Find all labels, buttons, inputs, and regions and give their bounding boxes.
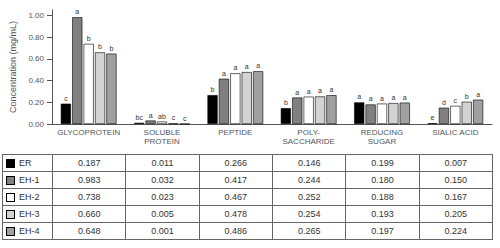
html-text:ER: ER [19, 157, 32, 168]
svg-text:POLY-: POLY- [297, 128, 320, 137]
html-text:0.205: 0.205 [444, 209, 468, 219]
svg-text:a: a [369, 95, 373, 102]
svg-text:a: a [295, 89, 299, 96]
html-text:0.738: 0.738 [77, 192, 101, 202]
svg-text:Concentration (mg/mL): Concentration (mg/mL) [8, 21, 18, 113]
html-text:0.478: 0.478 [224, 209, 248, 219]
html-text:0.266: 0.266 [224, 158, 248, 168]
html-text:0.023: 0.023 [151, 192, 174, 202]
svg-text:e: e [431, 114, 435, 121]
svg-text:SOLUBLE: SOLUBLE [144, 128, 181, 137]
html-text:0.224: 0.224 [444, 226, 468, 236]
svg-text:0.60: 0.60 [28, 54, 44, 63]
svg-text:a: a [380, 95, 384, 102]
html-text:0.032: 0.032 [151, 175, 174, 185]
svg-text:b: b [284, 99, 288, 106]
svg-text:PROTEIN: PROTEIN [144, 137, 180, 146]
html-text:0.007: 0.007 [444, 158, 468, 168]
svg-text:c: c [172, 114, 176, 121]
html-text:EH-2: EH-2 [19, 191, 40, 202]
html-text:EH-4: EH-4 [19, 225, 40, 236]
html-text:0.660: 0.660 [77, 209, 101, 219]
html-text:0.252: 0.252 [297, 192, 321, 202]
html-text:0.197: 0.197 [371, 226, 394, 236]
svg-text:0.00: 0.00 [28, 120, 44, 129]
html-text:0.150: 0.150 [444, 175, 468, 185]
svg-text:a: a [357, 93, 361, 100]
svg-text:a: a [149, 112, 153, 119]
svg-text:ab: ab [158, 113, 166, 120]
html-text:0.648: 0.648 [77, 226, 101, 236]
svg-text:a: a [256, 62, 260, 69]
svg-text:a: a [329, 86, 333, 93]
html-text:0.199: 0.199 [371, 158, 394, 168]
html-text:0.188: 0.188 [371, 192, 394, 202]
svg-text:a: a [318, 87, 322, 94]
html-text:0.167: 0.167 [444, 192, 468, 202]
html-text:0.265: 0.265 [297, 226, 321, 236]
svg-text:b: b [87, 35, 91, 42]
html-text:0.244: 0.244 [297, 175, 321, 185]
svg-text:SIALIC ACID: SIALIC ACID [432, 128, 478, 137]
html-text:0.486: 0.486 [224, 226, 248, 236]
svg-text:a: a [75, 8, 79, 15]
svg-text:c: c [454, 97, 458, 104]
html-text:0.146: 0.146 [297, 158, 321, 168]
html-text:0.001: 0.001 [151, 226, 174, 236]
html-text:0.193: 0.193 [371, 209, 394, 219]
svg-text:a: a [476, 91, 480, 98]
html-text:0.180: 0.180 [371, 175, 394, 185]
html-text:0.467: 0.467 [224, 192, 248, 202]
html-text:0.187: 0.187 [77, 158, 101, 168]
svg-text:SACCHARIDE: SACCHARIDE [282, 137, 334, 146]
html-text:0.417: 0.417 [224, 175, 248, 185]
svg-text:SUGAR: SUGAR [368, 137, 397, 146]
html-text:EH-1: EH-1 [19, 174, 40, 185]
svg-text:PEPTIDE: PEPTIDE [218, 128, 252, 137]
svg-text:bc: bc [136, 114, 144, 121]
html-text:0.983: 0.983 [77, 175, 101, 185]
svg-text:a: a [245, 63, 249, 70]
svg-text:0.20: 0.20 [28, 98, 44, 107]
svg-text:b: b [465, 93, 469, 100]
svg-text:a: a [391, 94, 395, 101]
svg-text:c: c [64, 95, 68, 102]
svg-text:a: a [403, 94, 407, 101]
svg-text:0.80: 0.80 [28, 33, 44, 42]
html-text:0.254: 0.254 [297, 209, 321, 219]
html-text:0.005: 0.005 [151, 209, 174, 219]
svg-text:b: b [109, 45, 113, 52]
svg-text:a: a [307, 88, 311, 95]
svg-text:b: b [211, 86, 215, 93]
svg-text:0.40: 0.40 [28, 76, 44, 85]
svg-text:GLYCOPROTEIN: GLYCOPROTEIN [57, 128, 120, 137]
svg-text:a: a [222, 70, 226, 77]
svg-text:b: b [98, 43, 102, 50]
svg-text:d: d [442, 99, 446, 106]
svg-text:REDUCING: REDUCING [361, 128, 404, 137]
html-text:0.011: 0.011 [151, 158, 174, 168]
html-text:EH-3: EH-3 [19, 208, 40, 219]
svg-text:a: a [233, 64, 237, 71]
svg-text:1.00: 1.00 [28, 11, 44, 20]
svg-text:c: c [183, 115, 187, 122]
